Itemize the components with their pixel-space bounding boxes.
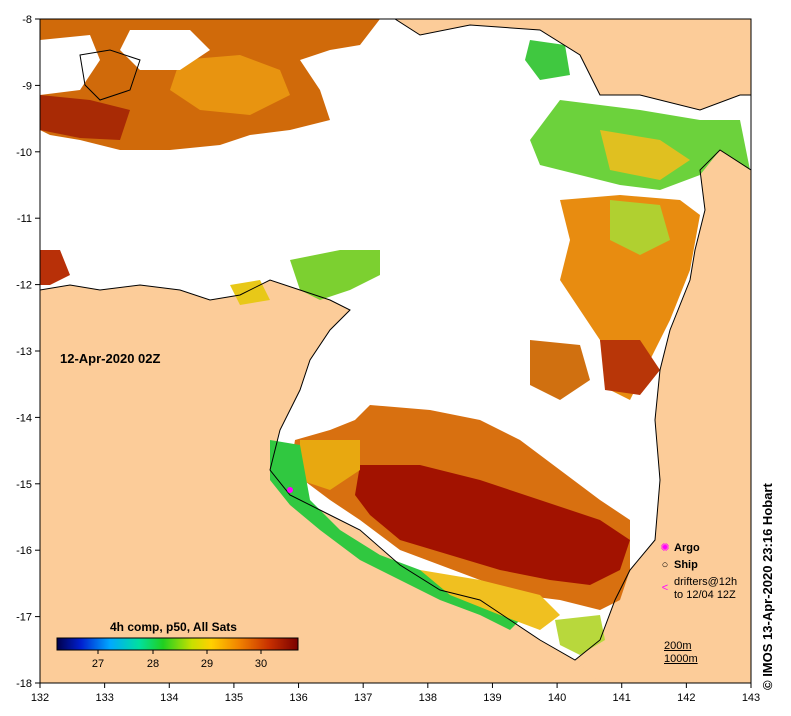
colorbar-tick-label: 28 (147, 658, 159, 670)
argo-symbol-icon: ✺ (660, 542, 670, 554)
sst-patch-ne-top (525, 40, 570, 80)
sst-patch-w (40, 250, 70, 285)
legend-argo-label: Argo (674, 542, 700, 554)
ship-symbol-icon: ○ (661, 559, 669, 571)
legend-drifters-line2: to 12/04 12Z (674, 589, 736, 601)
sst-patch-e-hot (600, 340, 660, 395)
cloud-nw-2 (120, 30, 210, 70)
arnhem-land (40, 280, 600, 683)
coastline (40, 149, 751, 661)
colorbar-tick-label: 29 (201, 658, 213, 670)
lat-tick-label: -18 (16, 678, 32, 690)
colorbar (56, 637, 299, 651)
lon-tick-label: 134 (160, 692, 178, 704)
sst-patch-south-hot (355, 465, 630, 585)
lon-tick-label: 137 (354, 692, 372, 704)
legend-drifters-line1: drifters@12h (674, 576, 738, 588)
lat-tick-label: -14 (16, 412, 32, 424)
new-guinea-land (400, 19, 751, 110)
sst-patch-cw-green (290, 250, 380, 300)
lon-tick-label: 132 (31, 692, 49, 704)
sst-patch-e-2 (530, 340, 590, 400)
sst-patch-e-mid (610, 200, 670, 255)
lat-tick-label: -16 (16, 545, 32, 557)
lon-tick-label: 139 (483, 692, 501, 704)
credit-text: © IMOS 13-Apr-2020 23:16 Hobart (760, 483, 775, 690)
coastline-north (394, 19, 751, 111)
sst-patch-se-green (555, 615, 605, 655)
lon-tick-label: 141 (613, 692, 631, 704)
legend-argo: ✺ Argo (660, 542, 737, 559)
lat-tick-label: -13 (16, 346, 32, 358)
colorbar-tick-label: 30 (255, 658, 267, 670)
lon-tick-label: 143 (742, 692, 760, 704)
legend-drifters-text: drifters@12h to 12/04 12Z (674, 576, 737, 602)
sst-patch-cw-yellow (230, 280, 270, 305)
legend-ship: ○ Ship (660, 559, 737, 576)
cloud-nw (40, 35, 100, 95)
lat-tick-label: -9 (22, 80, 32, 92)
sst-patch-south-mid (300, 440, 360, 490)
island-coast (79, 49, 141, 101)
lat-tick-label: -10 (16, 147, 32, 159)
lat-tick-label: -17 (16, 612, 32, 624)
colorbar-title: 4h comp, p50, All Sats (110, 620, 237, 634)
longitude-axis: 132 133 134 135 136 137 138 139 140 141 142 143 (31, 683, 760, 704)
date-label: 12-Apr-2020 02Z (60, 351, 161, 366)
sst-patch-south-coast-yellow (420, 570, 560, 630)
argo-marker (287, 487, 293, 493)
sst-patch-ne-yellow (600, 130, 690, 180)
colorbar-ticks: 27 28 29 30 (92, 650, 267, 670)
lon-tick-label: 136 (289, 692, 307, 704)
lat-tick-label: -12 (16, 280, 32, 292)
lon-tick-label: 135 (225, 692, 243, 704)
lon-tick-label: 133 (95, 692, 113, 704)
cape-york-land (575, 150, 751, 683)
new-guinea-land-2 (700, 35, 751, 60)
sst-patch-e (560, 195, 700, 400)
lon-tick-label: 140 (548, 692, 566, 704)
depth-1000m: 1000m (664, 653, 698, 665)
lon-tick-label: 142 (677, 692, 695, 704)
lat-tick-label: -8 (22, 14, 32, 26)
depth-legend: 200m 1000m (664, 640, 698, 666)
sst-patch-nw-mid (170, 55, 290, 115)
depth-200m: 200m (664, 640, 692, 652)
latitude-axis: -8 -9 -10 -11 -12 -13 -14 -15 -16 -17 -18 (16, 14, 40, 690)
lat-tick-label: -11 (17, 213, 32, 225)
legend: ✺ Argo ○ Ship < drifters@12h to 12/04 12… (660, 542, 737, 602)
lat-tick-label: -15 (16, 479, 32, 491)
lon-tick-label: 138 (419, 692, 437, 704)
colorbar-tick-label: 27 (92, 658, 104, 670)
legend-drifters: < drifters@12h to 12/04 12Z (660, 576, 737, 602)
drifter-symbol-icon: < (661, 582, 669, 594)
legend-ship-label: Ship (674, 559, 698, 571)
sst-patch-nw-hot (40, 95, 130, 140)
